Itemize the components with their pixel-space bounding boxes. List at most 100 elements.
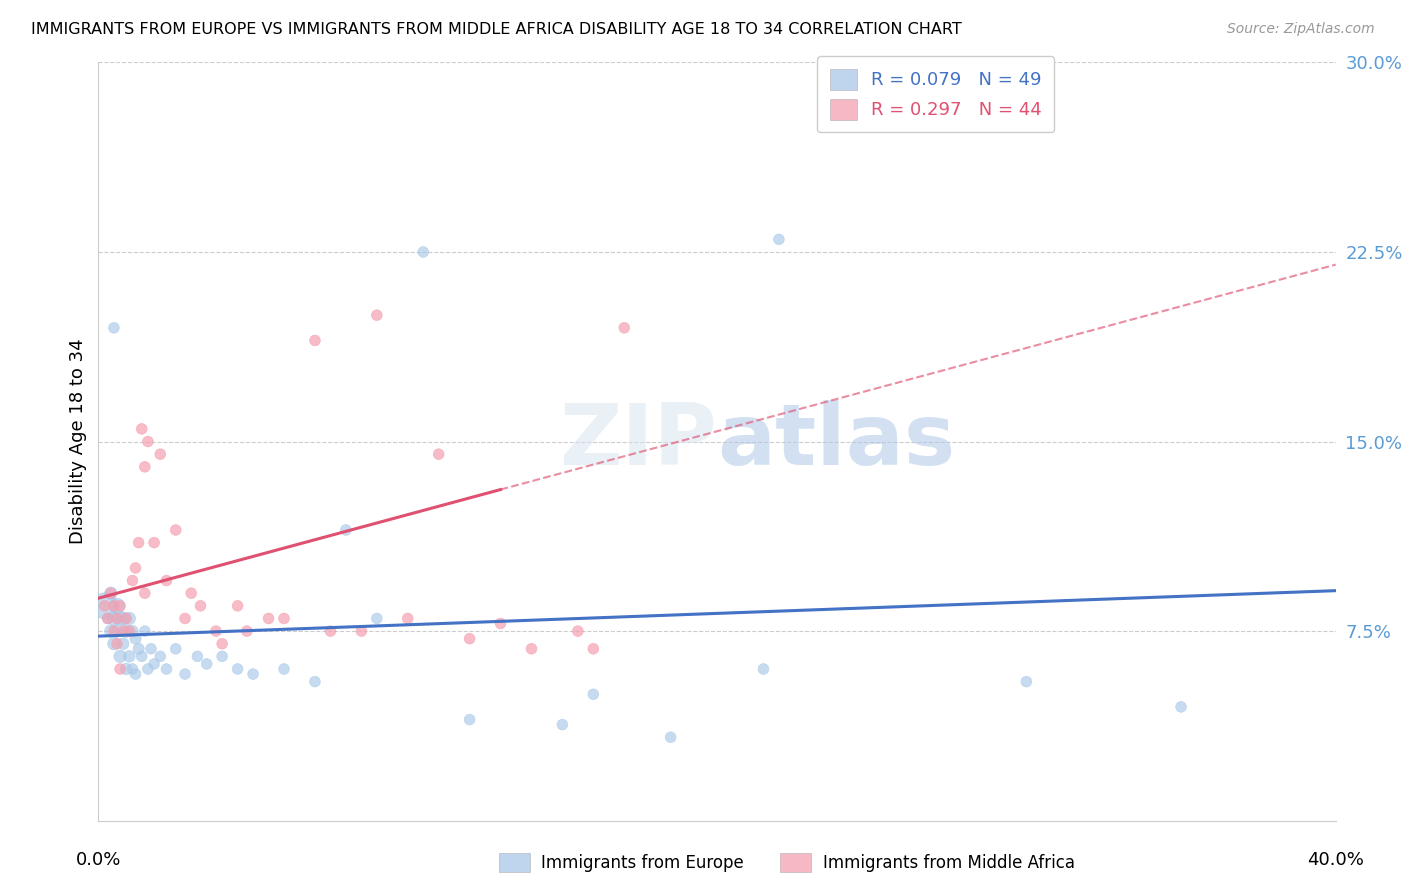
Point: [613, 320, 636, 334]
Point: [195, 657, 218, 671]
Point: [143, 657, 166, 671]
Point: [319, 624, 342, 639]
Text: Immigrants from Europe: Immigrants from Europe: [541, 854, 744, 871]
Point: [103, 611, 125, 625]
Point: [131, 649, 153, 664]
Point: [121, 574, 143, 588]
Point: [1015, 674, 1038, 689]
Point: [143, 535, 166, 549]
Point: [134, 624, 156, 639]
Point: [458, 713, 481, 727]
Point: [100, 586, 122, 600]
Point: [93, 599, 115, 613]
Point: [273, 662, 295, 676]
Point: [366, 611, 388, 625]
Text: 0.0%: 0.0%: [76, 851, 121, 869]
Point: [149, 649, 172, 664]
Point: [124, 667, 146, 681]
Text: Source: ZipAtlas.com: Source: ZipAtlas.com: [1227, 22, 1375, 37]
Point: [128, 641, 150, 656]
Point: [174, 667, 197, 681]
Point: [366, 308, 388, 322]
Point: [236, 624, 259, 639]
Point: [582, 641, 605, 656]
Point: [108, 599, 131, 613]
Point: [226, 599, 249, 613]
Point: [115, 662, 138, 676]
Point: [105, 624, 128, 639]
FancyBboxPatch shape: [780, 853, 811, 872]
Point: [134, 459, 156, 474]
Text: 40.0%: 40.0%: [1308, 851, 1364, 869]
Point: [149, 447, 172, 461]
Point: [112, 637, 135, 651]
Point: [105, 599, 128, 613]
Point: [174, 611, 197, 625]
Point: [97, 611, 120, 625]
Point: [103, 637, 125, 651]
Point: [165, 523, 187, 537]
Point: [112, 624, 135, 639]
Point: [105, 611, 128, 625]
Point: [108, 611, 131, 625]
Legend: R = 0.079   N = 49, R = 0.297   N = 44: R = 0.079 N = 49, R = 0.297 N = 44: [817, 56, 1054, 132]
Point: [115, 624, 138, 639]
Point: [551, 717, 574, 731]
Text: atlas: atlas: [717, 400, 955, 483]
Point: [108, 649, 131, 664]
Point: [121, 662, 143, 676]
Point: [412, 244, 434, 259]
Point: [396, 611, 419, 625]
Point: [567, 624, 589, 639]
Point: [335, 523, 357, 537]
Point: [103, 624, 125, 639]
Point: [93, 599, 115, 613]
Point: [180, 586, 202, 600]
Point: [124, 561, 146, 575]
Point: [211, 637, 233, 651]
Point: [768, 232, 790, 246]
Point: [128, 535, 150, 549]
Point: [304, 334, 326, 348]
Point: [273, 611, 295, 625]
Point: [1170, 699, 1192, 714]
Point: [489, 616, 512, 631]
Point: [121, 624, 143, 639]
Point: [205, 624, 228, 639]
Point: [112, 611, 135, 625]
Text: ZIP: ZIP: [560, 400, 717, 483]
Point: [427, 447, 450, 461]
Point: [100, 624, 122, 639]
Point: [97, 611, 120, 625]
Point: [304, 674, 326, 689]
Point: [136, 662, 159, 676]
Point: [118, 649, 141, 664]
Point: [105, 637, 128, 651]
Point: [103, 599, 125, 613]
Point: [134, 586, 156, 600]
Point: [226, 662, 249, 676]
Point: [131, 422, 153, 436]
Text: Immigrants from Middle Africa: Immigrants from Middle Africa: [823, 854, 1074, 871]
Point: [659, 730, 682, 744]
FancyBboxPatch shape: [499, 853, 530, 872]
Point: [242, 667, 264, 681]
Point: [100, 586, 122, 600]
Point: [190, 599, 212, 613]
Point: [520, 641, 543, 656]
Point: [103, 320, 125, 334]
Y-axis label: Disability Age 18 to 34: Disability Age 18 to 34: [69, 339, 87, 544]
Point: [186, 649, 208, 664]
Point: [124, 632, 146, 646]
Point: [458, 632, 481, 646]
Point: [115, 611, 138, 625]
Point: [118, 611, 141, 625]
Point: [155, 574, 177, 588]
Point: [118, 624, 141, 639]
Point: [752, 662, 775, 676]
Point: [139, 641, 162, 656]
Point: [582, 687, 605, 701]
Point: [165, 641, 187, 656]
Point: [108, 662, 131, 676]
Point: [350, 624, 373, 639]
